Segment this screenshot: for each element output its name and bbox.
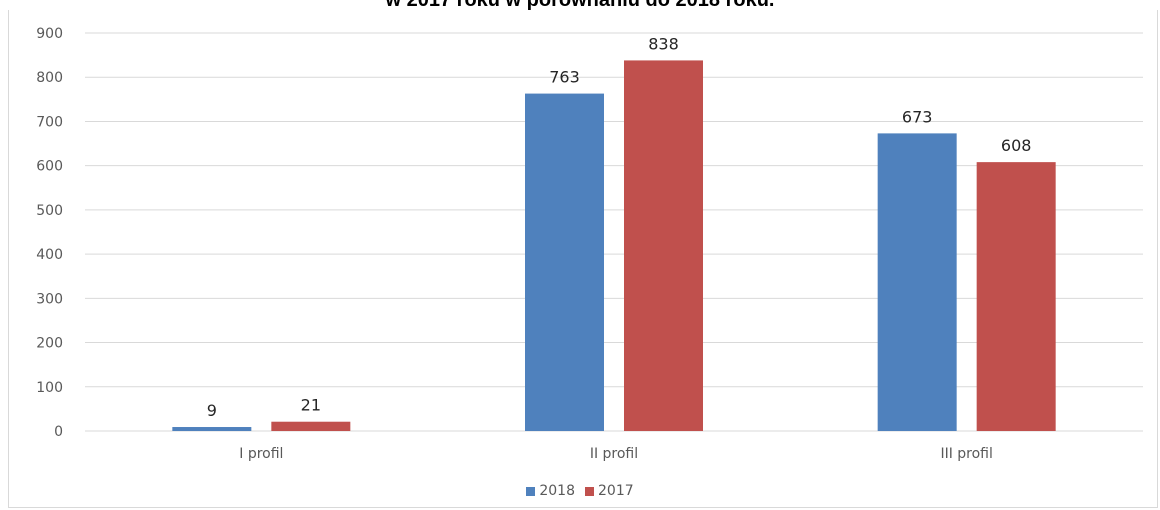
y-tick-label: 800 [36,70,63,86]
bar-2017-2 [624,60,703,431]
data-label: 673 [902,107,933,126]
y-tick-label: 900 [36,26,63,42]
data-label: 608 [1001,136,1032,155]
y-tick-label: 0 [54,424,63,440]
legend-label-2018: 2018 [539,483,575,499]
y-tick-label: 600 [36,159,63,175]
y-tick-label: 300 [36,291,63,307]
chart-legend: 2018 2017 [0,483,1160,499]
y-tick-label: 400 [36,247,63,263]
y-tick-label: 700 [36,114,63,130]
data-label: 838 [648,34,679,53]
legend-swatch-2018 [526,486,536,496]
y-tick-label: 100 [36,380,63,396]
y-tick-label: 200 [36,336,63,352]
chart-frame [8,10,1158,508]
bar-2017-3 [976,162,1056,431]
y-tick-label: 500 [36,203,63,219]
bar-2018-2 [525,93,604,431]
legend-item-2017: 2017 [585,483,634,499]
legend-label-2017: 2017 [598,483,634,499]
legend-item-2018: 2018 [526,483,575,499]
chart-title: w 2017 roku w porównaniu do 2018 roku. [385,0,775,11]
x-tick-label: II profil [590,446,638,462]
bar-2017-1 [271,421,351,431]
bar-2018-1 [172,427,252,431]
x-tick-label: III profil [940,446,992,462]
bar-chart: 0 100 200 300 400 500 600 700 800 900 9 21 I profil 7… [36,26,1143,462]
data-label: 9 [207,401,217,420]
bar-2018-3 [877,133,957,431]
legend-swatch-2017 [585,486,594,496]
x-tick-label: I profil [239,446,283,462]
data-label: 763 [549,68,580,87]
data-label: 21 [301,396,321,415]
